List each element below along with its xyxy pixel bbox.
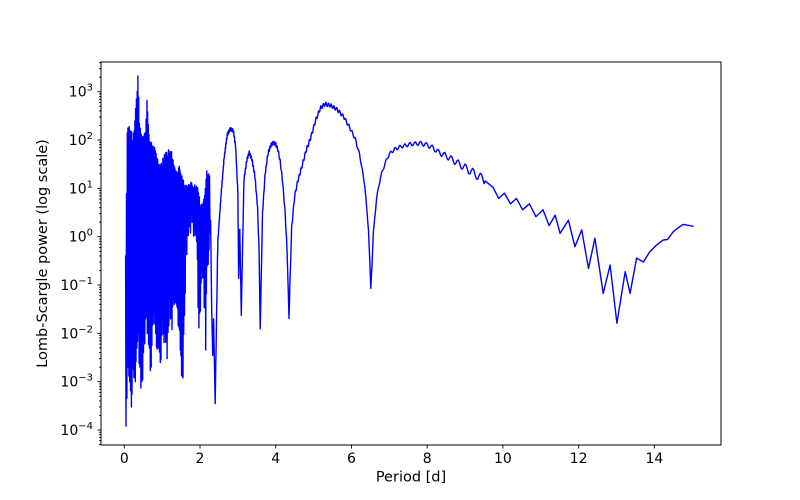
x-tick-label: 8: [423, 451, 432, 467]
y-tick-label: 10−3: [60, 373, 93, 391]
x-tick-label: 12: [570, 451, 588, 467]
x-axis-tick-labels: 0 2 4 6 8 10 12 14: [120, 451, 664, 467]
x-tick-label: 0: [120, 451, 129, 467]
y-tick-label: 10−2: [60, 324, 93, 342]
y-tick-label: 10−1: [60, 276, 93, 294]
y-tick-label: 103: [69, 83, 93, 101]
x-tick-label: 2: [196, 451, 205, 467]
y-tick-label: 10−4: [60, 421, 93, 439]
y-axis-major-ticks: [97, 91, 101, 431]
y-tick-label: 102: [69, 131, 93, 149]
x-axis-ticks: [123, 445, 655, 449]
y-tick-label: 101: [69, 179, 93, 197]
x-tick-label: 14: [645, 451, 663, 467]
y-axis-tick-labels: 103 102 101 100 10−1 10−2 10−3 10−4: [60, 83, 93, 439]
axes-border: [100, 61, 722, 446]
x-tick-label: 4: [271, 451, 280, 467]
y-tick-label: 100: [69, 228, 93, 246]
x-tick-label: 6: [347, 451, 356, 467]
y-axis-label: Lomb-Scargle power (log scale): [35, 139, 51, 368]
plot-area: [101, 62, 721, 445]
x-axis-label: Period [d]: [376, 470, 446, 486]
x-tick-label: 10: [494, 451, 512, 467]
periodogram-line: [124, 75, 694, 427]
